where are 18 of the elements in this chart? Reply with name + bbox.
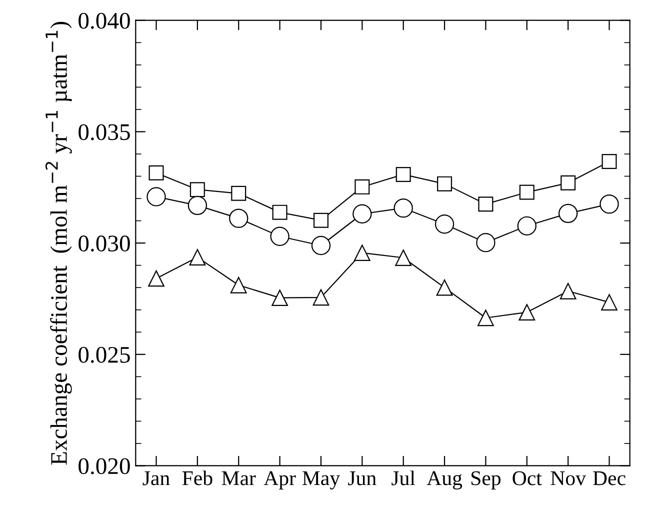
y-tick-label: 0.025	[78, 346, 130, 363]
y-tick-label: 0.030	[78, 236, 130, 252]
x-tick-label: Jan	[142, 471, 170, 486]
x-tick-label: May	[302, 471, 340, 490]
x-tick-label: Sep	[471, 471, 501, 490]
x-tick-label: Jul	[392, 470, 416, 486]
x-tick-label: Apr	[264, 471, 296, 490]
y-tick-label: 0.020	[78, 458, 130, 474]
x-tick-label: Nov	[550, 471, 586, 486]
x-tick-label: Mar	[222, 471, 256, 486]
y-axis-title: Exchange coefficient (mol m$^{−2}$ yr$^{−1}$ µatm$^{−1}$)	[45, 22, 72, 465]
x-tick-label: Aug	[426, 471, 462, 490]
x-tick-label: Jun	[348, 471, 376, 486]
x-tick-label: Oct	[512, 471, 542, 486]
x-tick-label: Feb	[182, 470, 212, 486]
y-tick-label: 0.040	[78, 12, 130, 29]
y-tick-label: 0.035	[78, 124, 130, 140]
x-tick-label: Dec	[593, 471, 626, 486]
